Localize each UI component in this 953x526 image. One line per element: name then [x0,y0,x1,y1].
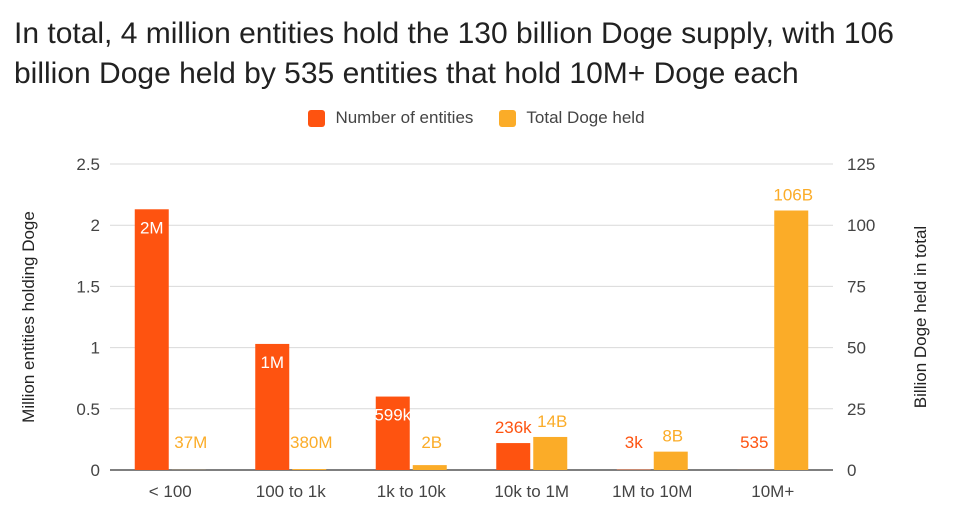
bar-entities-1 [255,343,290,470]
legend-label-entities: Number of entities [335,108,474,127]
y-tick-label: 0 [91,461,100,480]
y2-tick-label: 100 [847,216,875,235]
y2-tick-label: 50 [847,339,866,358]
data-label-entities-2: 599k [374,406,411,425]
bar-entities-0 [134,209,169,470]
data-label-entities-0: 2M [140,218,164,237]
legend-item-entities[interactable]: Number of entities [308,108,473,128]
y-tick-label: 0.5 [76,400,100,419]
data-label-entities-1: 1M [260,353,284,372]
y-axis-title: Million entities holding Doge [19,211,38,423]
bar-entities-2 [375,396,410,470]
data-label-doge-5: 106B [773,186,813,205]
bar-doge-2 [412,465,447,470]
y2-tick-label: 0 [847,461,856,480]
legend-label-doge: Total Doge held [526,108,645,127]
data-label-entities-3: 236k [495,418,532,437]
bar-doge-3 [533,436,568,470]
legend-swatch-doge [499,109,517,127]
data-label-entities-5: 535 [740,433,768,452]
data-label-doge-4: 8B [662,427,683,446]
x-tick-label: 10M+ [751,482,794,501]
y-tick-label: 2 [91,216,100,235]
x-tick-label: < 100 [149,482,192,501]
chart-title: In total, 4 million entities hold the 13… [14,17,894,90]
y-tick-label: 2.5 [76,155,100,174]
y2-axis-title: Billion Doge held in total [911,226,930,408]
bar-doge-4 [653,451,688,470]
y-tick-label: 1.5 [76,277,100,296]
x-tick-label: 1M to 10M [612,482,692,501]
bar-entities-3 [496,443,531,470]
legend: Number of entities Total Doge held [0,108,953,128]
x-tick-label: 10k to 1M [494,482,569,501]
data-label-doge-2: 2B [421,433,442,452]
bar-doge-5 [774,210,809,470]
y2-tick-label: 75 [847,277,866,296]
data-label-entities-4: 3k [625,433,643,452]
data-label-doge-0: 37M [174,433,207,452]
y2-tick-label: 25 [847,400,866,419]
bar-doge-1 [292,469,327,470]
data-label-doge-3: 14B [537,412,567,431]
x-tick-label: 100 to 1k [256,482,326,501]
legend-swatch-entities [308,109,326,127]
legend-item-doge[interactable]: Total Doge held [499,108,645,128]
data-label-doge-1: 380M [290,433,333,452]
y2-tick-label: 125 [847,155,875,174]
x-tick-label: 1k to 10k [377,482,446,501]
y-tick-label: 1 [91,339,100,358]
